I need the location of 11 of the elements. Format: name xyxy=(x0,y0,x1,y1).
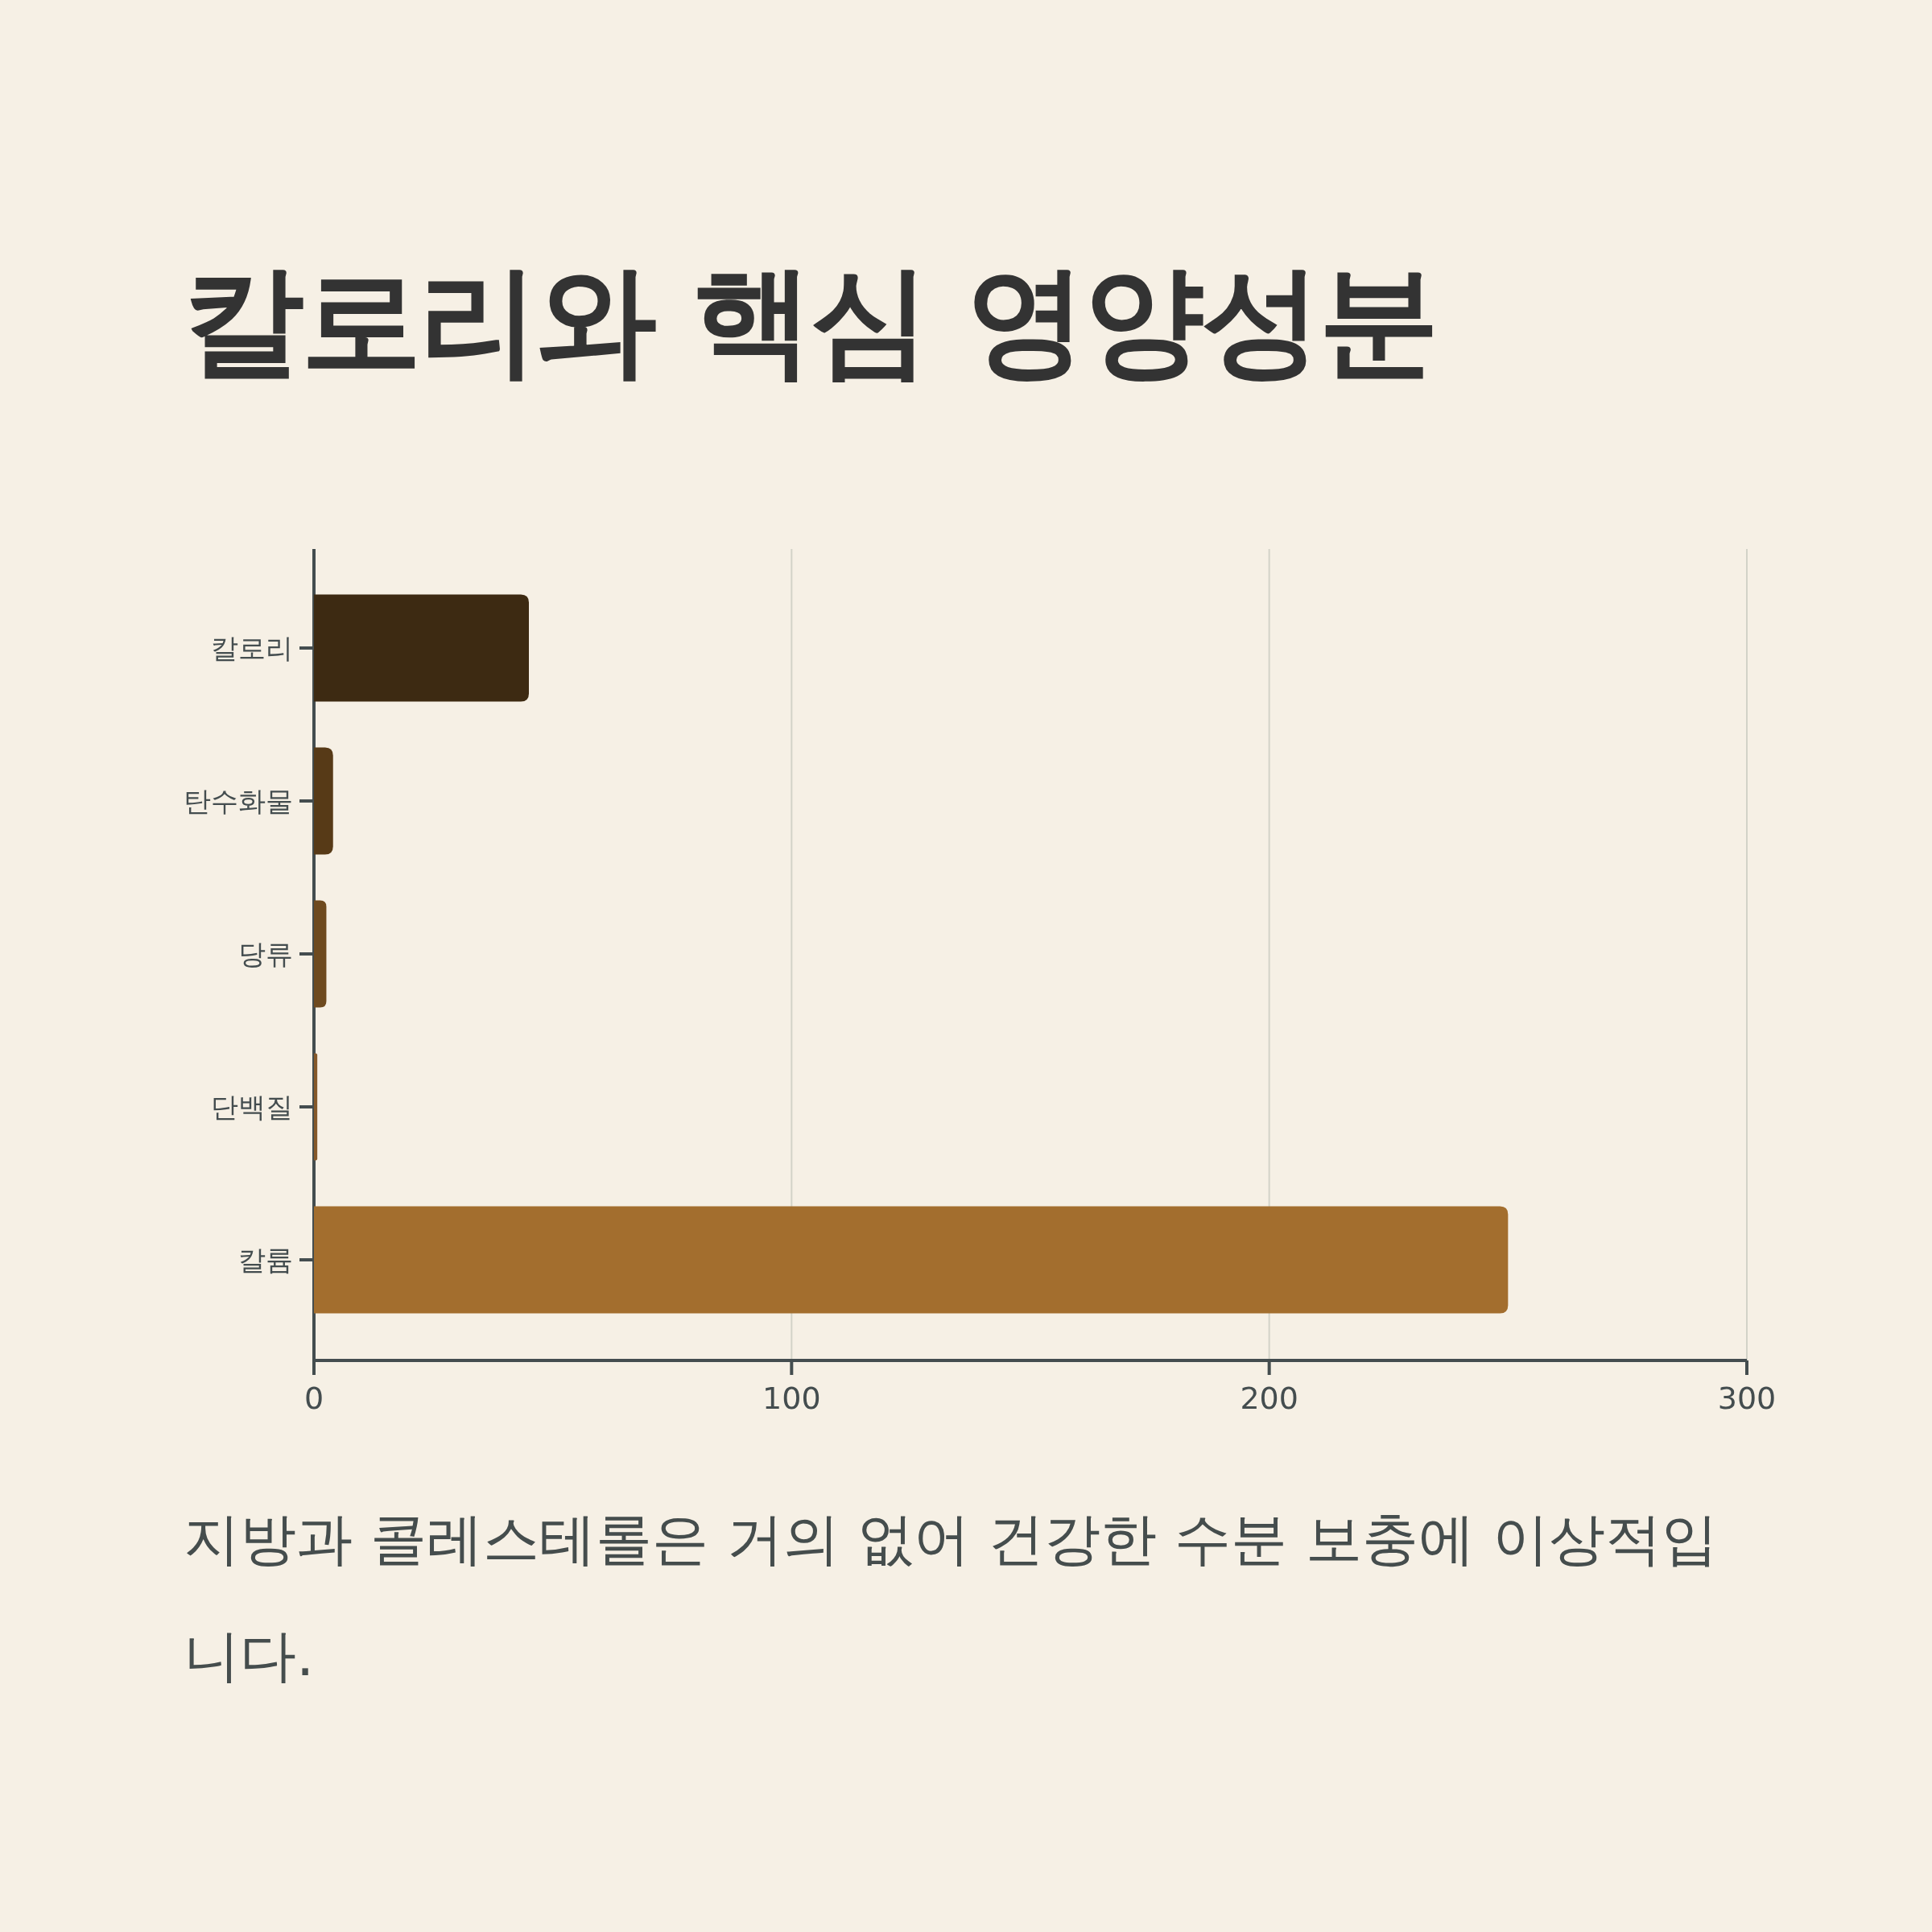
y-tick-label: 단백질 xyxy=(211,1091,293,1123)
chart-title: 칼로리와 핵심 영양성분 xyxy=(184,250,1437,392)
x-tick-label: 0 xyxy=(303,1381,324,1416)
x-tick-label: 100 xyxy=(762,1381,821,1416)
text: 지방과 콜레스테롤은 거의 없어 건강한 수분 보충에 이상적입니다. xyxy=(184,1505,1719,1690)
y-tick-label: 칼륨 xyxy=(238,1244,293,1276)
y-tick-label: 탄수화물 xyxy=(184,785,293,817)
x-tick-label: 300 xyxy=(1717,1381,1777,1416)
x-tick-label: 200 xyxy=(1240,1381,1298,1416)
y-tick-label: 당류 xyxy=(238,938,293,970)
y-tick-label: 칼로리 xyxy=(211,632,293,664)
